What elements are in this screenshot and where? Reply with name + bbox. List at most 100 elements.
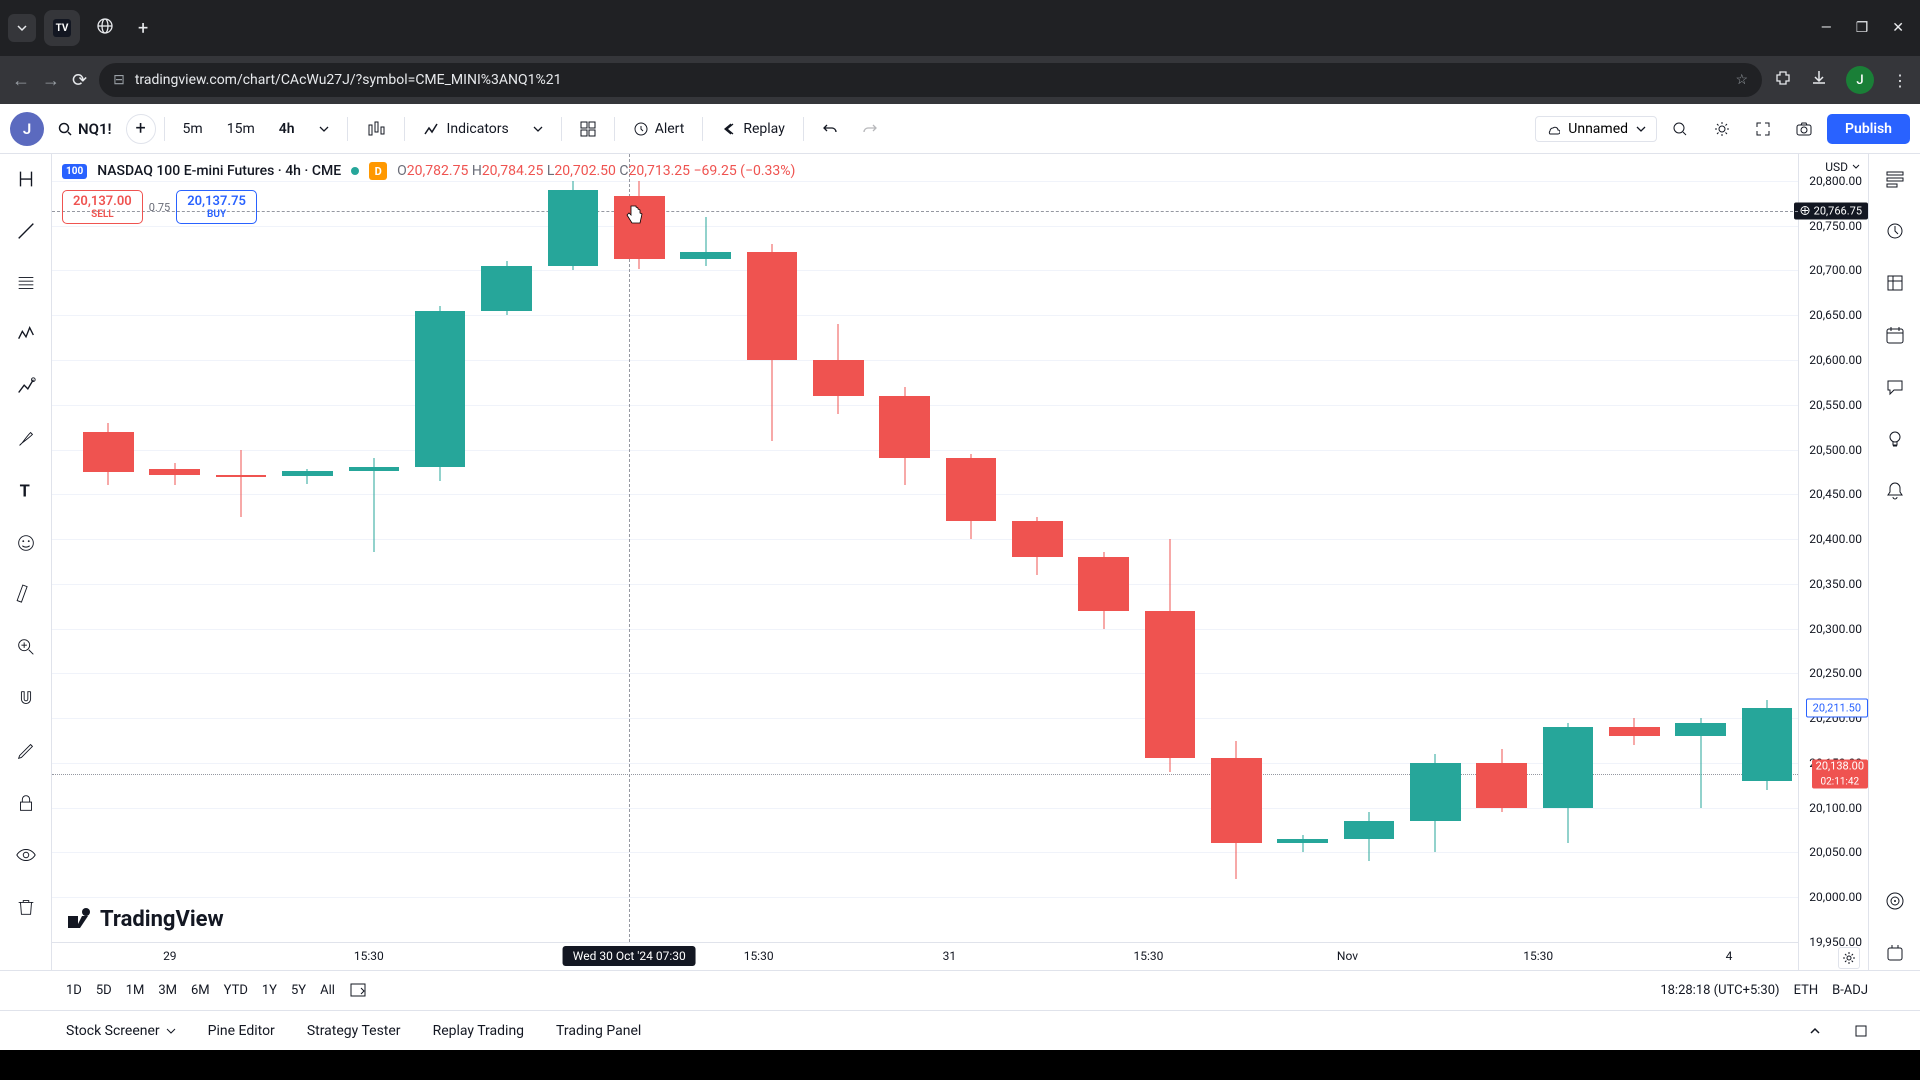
- adjust-label[interactable]: B-ADJ: [1832, 983, 1868, 998]
- range-3m[interactable]: 3M: [158, 983, 177, 998]
- range-all[interactable]: All: [320, 983, 335, 998]
- fib-tool[interactable]: [9, 266, 43, 300]
- timeframe-5m[interactable]: 5m: [173, 115, 213, 143]
- extensions-icon[interactable]: [1774, 69, 1792, 91]
- x-axis[interactable]: 2915:3015:303115:30Nov15:304Wed 30 Oct '…: [52, 942, 1798, 970]
- ruler-tool[interactable]: [9, 578, 43, 612]
- chart-legend: 100 NASDAQ 100 E-mini Futures · 4h · CME…: [62, 162, 795, 180]
- buy-button[interactable]: 20,137.75 BUY: [176, 190, 257, 224]
- chart-title[interactable]: NASDAQ 100 E-mini Futures · 4h · CME: [97, 163, 341, 179]
- bookmark-icon[interactable]: ☆: [1735, 72, 1748, 88]
- url-input[interactable]: ⊟ tradingview.com/chart/CAcWu27J/?symbol…: [99, 63, 1762, 97]
- sell-button[interactable]: 20,137.00 SELL: [62, 190, 143, 224]
- panel-maximize-button[interactable]: [1854, 1024, 1868, 1038]
- redo-button[interactable]: [852, 115, 888, 143]
- clock-display[interactable]: 18:28:18 (UTC+5:30): [1660, 983, 1779, 998]
- panel-collapse-button[interactable]: [1808, 1024, 1822, 1038]
- fullscreen-button[interactable]: [1745, 115, 1781, 143]
- address-bar: ← → ⟳ ⊟ tradingview.com/chart/CAcWu27J/?…: [0, 56, 1920, 104]
- new-tab-button[interactable]: +: [130, 18, 156, 39]
- range-1m[interactable]: 1M: [126, 983, 145, 998]
- pattern-tool[interactable]: [9, 318, 43, 352]
- dom-button[interactable]: [1878, 884, 1912, 918]
- notifications-button[interactable]: [1878, 474, 1912, 508]
- alerts-panel-button[interactable]: [1878, 214, 1912, 248]
- tab-search-dropdown[interactable]: [8, 14, 36, 42]
- range-1d[interactable]: 1D: [66, 983, 82, 998]
- range-5d[interactable]: 5D: [96, 983, 112, 998]
- hotlist-button[interactable]: [1878, 266, 1912, 300]
- range-1y[interactable]: 1Y: [262, 983, 277, 998]
- tab-trading-panel[interactable]: Trading Panel: [556, 1023, 641, 1039]
- replay-button[interactable]: Replay: [711, 115, 794, 143]
- back-button[interactable]: ←: [12, 70, 30, 91]
- site-info-icon[interactable]: ⊟: [113, 72, 125, 88]
- indicators-button[interactable]: Indicators: [413, 114, 519, 144]
- calendar-button[interactable]: [1878, 318, 1912, 352]
- lock-tool[interactable]: [9, 786, 43, 820]
- quick-search-button[interactable]: [1661, 114, 1699, 144]
- indicators-dropdown[interactable]: [523, 118, 553, 140]
- symbol-search[interactable]: NQ1!: [48, 120, 122, 138]
- reload-button[interactable]: ⟳: [72, 70, 87, 91]
- main-area: T 100 NASDAQ 100 E-mini Futures · 4h · C…: [0, 154, 1920, 970]
- brush-tool[interactable]: [9, 422, 43, 456]
- alert-icon: [633, 121, 649, 137]
- goto-date-button[interactable]: [349, 980, 367, 1002]
- publish-button[interactable]: Publish: [1827, 114, 1910, 144]
- maximize-button[interactable]: ❐: [1856, 20, 1869, 36]
- layout-name-selector[interactable]: Unnamed: [1535, 116, 1657, 142]
- timeframe-4h[interactable]: 4h: [269, 115, 305, 143]
- buy-sell-panel: 20,137.00 SELL 0.75 20,137.75 BUY: [62, 190, 257, 224]
- undo-button[interactable]: [812, 115, 848, 143]
- range-6m[interactable]: 6M: [191, 983, 210, 998]
- forecast-tool[interactable]: [9, 370, 43, 404]
- zoom-tool[interactable]: [9, 630, 43, 664]
- range-5y[interactable]: 5Y: [291, 983, 306, 998]
- tab-pine-editor[interactable]: Pine Editor: [208, 1023, 275, 1039]
- tab-stock-screener[interactable]: Stock Screener: [66, 1023, 176, 1039]
- ideas-button[interactable]: [1878, 422, 1912, 456]
- chart-area[interactable]: 100 NASDAQ 100 E-mini Futures · 4h · CME…: [52, 154, 1868, 970]
- downloads-icon[interactable]: [1810, 69, 1828, 91]
- close-button[interactable]: ✕: [1892, 20, 1904, 36]
- alert-button[interactable]: Alert: [623, 115, 695, 143]
- magnet-tool[interactable]: [9, 682, 43, 716]
- menu-icon[interactable]: ⋮: [1892, 71, 1908, 90]
- user-avatar[interactable]: J: [10, 112, 44, 146]
- y-axis[interactable]: USD20,800.0020,750.0020,700.0020,650.002…: [1798, 154, 1868, 970]
- bottom-tabs: Stock Screener Pine Editor Strategy Test…: [0, 1010, 1920, 1050]
- profile-avatar[interactable]: J: [1846, 66, 1874, 94]
- tradingview-watermark: TradingView: [66, 906, 224, 932]
- tab-replay-trading[interactable]: Replay Trading: [433, 1023, 524, 1039]
- templates-button[interactable]: [570, 115, 606, 143]
- settings-button[interactable]: [1703, 114, 1741, 144]
- tab-strategy-tester[interactable]: Strategy Tester: [307, 1023, 401, 1039]
- cloud-icon: [1546, 122, 1560, 136]
- forward-button[interactable]: →: [42, 70, 60, 91]
- minimize-button[interactable]: —: [1821, 20, 1832, 36]
- cursor-tool[interactable]: [9, 162, 43, 196]
- pencil-tool[interactable]: [9, 734, 43, 768]
- visibility-tool[interactable]: [9, 838, 43, 872]
- chart-canvas[interactable]: USD20,800.0020,750.0020,700.0020,650.002…: [52, 154, 1868, 970]
- range-ytd[interactable]: YTD: [224, 983, 248, 998]
- trendline-tool[interactable]: [9, 214, 43, 248]
- text-tool[interactable]: T: [9, 474, 43, 508]
- globe-icon[interactable]: [88, 17, 122, 39]
- emoji-tool[interactable]: [9, 526, 43, 560]
- compare-button[interactable]: +: [126, 114, 156, 144]
- chat-button[interactable]: [1878, 370, 1912, 404]
- snapshot-button[interactable]: [1785, 114, 1823, 144]
- session-label[interactable]: ETH: [1794, 983, 1819, 998]
- replay-icon: [721, 121, 737, 137]
- browser-tab-strip: TV + — ❐ ✕: [0, 0, 1920, 56]
- chart-type-button[interactable]: [356, 113, 396, 145]
- watchlist-button[interactable]: [1878, 162, 1912, 196]
- help-button[interactable]: [1878, 936, 1912, 970]
- delete-tool[interactable]: [9, 890, 43, 924]
- axis-settings-button[interactable]: [1838, 947, 1860, 969]
- timeframe-15m[interactable]: 15m: [217, 115, 265, 143]
- timeframe-dropdown[interactable]: [309, 118, 339, 140]
- active-tab[interactable]: TV: [44, 10, 80, 46]
